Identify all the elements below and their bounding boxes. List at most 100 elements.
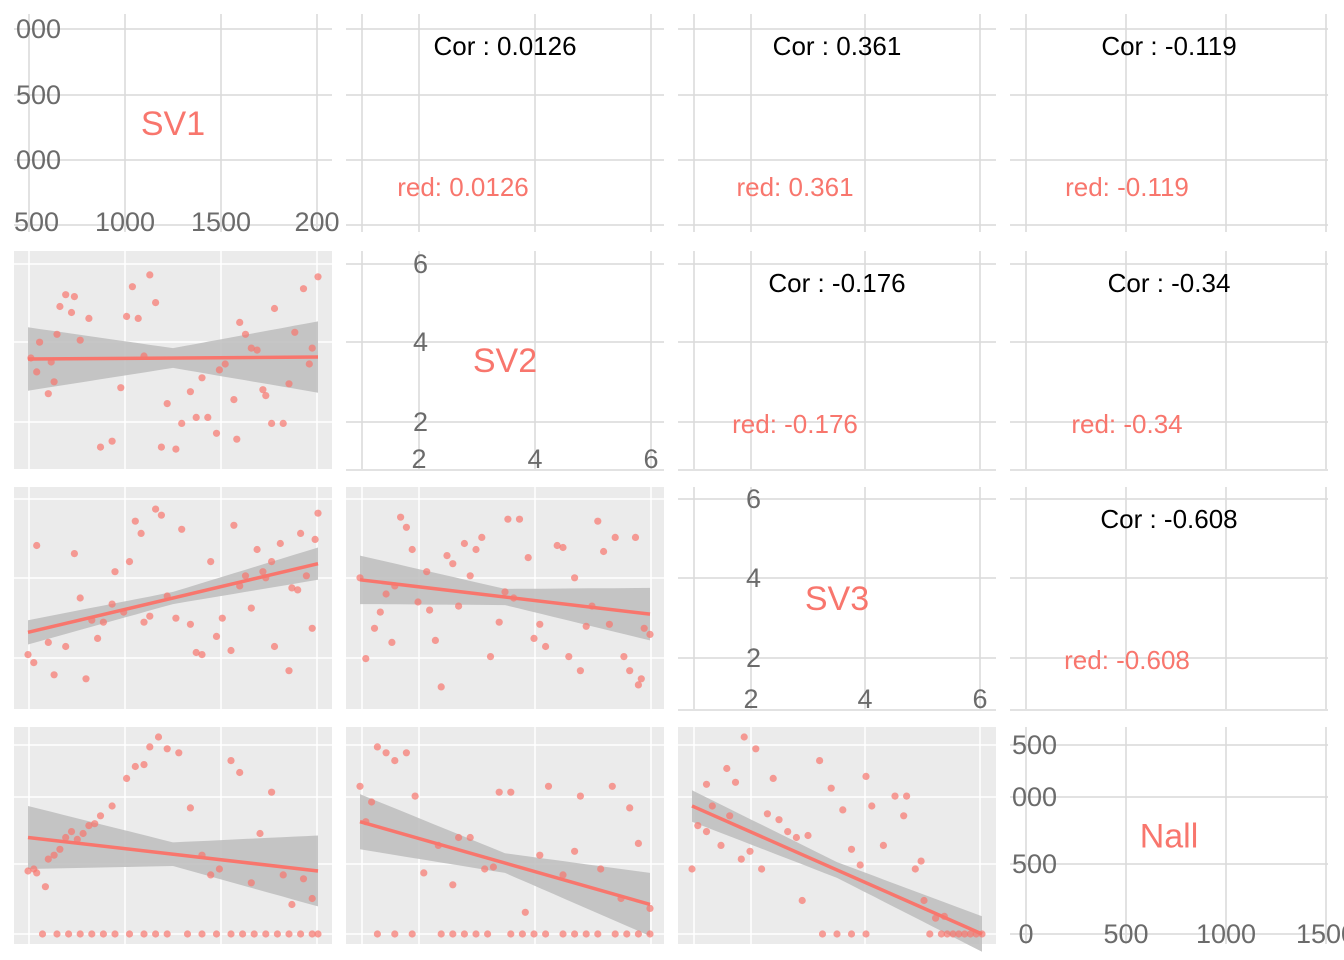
data-point <box>542 642 550 651</box>
data-point <box>437 930 445 938</box>
correlation-label: Cor : -0.34 <box>1108 268 1231 298</box>
data-point <box>175 749 183 757</box>
data-point <box>911 865 919 873</box>
data-point <box>273 930 281 938</box>
data-point <box>408 545 416 554</box>
data-point <box>270 304 279 313</box>
data-point <box>82 675 90 683</box>
data-point <box>227 757 235 765</box>
data-point <box>536 851 544 859</box>
data-point <box>44 390 52 398</box>
y-tick-label: 000 <box>16 14 61 44</box>
data-point <box>108 437 116 445</box>
data-point <box>152 299 160 307</box>
data-point <box>955 930 963 938</box>
data-point <box>530 930 538 938</box>
data-point <box>426 606 434 614</box>
data-point <box>137 529 145 538</box>
data-point <box>646 930 654 938</box>
data-point <box>524 554 532 562</box>
data-point <box>356 782 364 790</box>
data-point <box>178 419 186 427</box>
data-point <box>623 930 631 938</box>
data-point <box>507 788 515 796</box>
data-point <box>314 273 322 281</box>
data-point <box>314 509 322 517</box>
data-point <box>949 930 957 938</box>
data-point <box>597 865 605 873</box>
trend-line-sv3-vs-sv2 <box>359 578 651 616</box>
data-point <box>460 930 468 938</box>
correlation-label: Cor : 0.0126 <box>433 31 576 61</box>
data-point <box>33 869 41 877</box>
data-point <box>600 547 608 556</box>
data-point <box>96 812 105 820</box>
data-point <box>297 930 305 938</box>
data-point <box>111 568 119 576</box>
data-point <box>62 833 70 842</box>
data-point <box>717 841 725 850</box>
data-point <box>620 653 628 661</box>
data-point <box>212 930 221 938</box>
data-point <box>879 841 888 850</box>
data-point <box>431 636 439 645</box>
data-point <box>207 558 215 566</box>
data-point <box>640 624 648 632</box>
data-point <box>411 792 419 800</box>
data-point <box>746 847 754 855</box>
data-point <box>740 733 748 741</box>
data-point <box>856 861 864 869</box>
data-point <box>368 798 376 806</box>
data-point <box>192 648 200 657</box>
y-tick-label: 500 <box>1012 730 1057 760</box>
data-point <box>420 869 428 877</box>
data-point <box>731 778 740 786</box>
data-point <box>594 517 602 525</box>
data-point <box>88 930 96 938</box>
data-point <box>198 651 206 659</box>
data-point <box>198 374 206 382</box>
data-point <box>571 847 579 855</box>
data-point <box>611 930 619 938</box>
data-point <box>608 782 616 790</box>
trend-line-nall-vs-sv3 <box>691 804 983 936</box>
data-point <box>926 930 934 938</box>
x-tick-label: 1500 <box>191 207 251 237</box>
data-point <box>259 386 267 394</box>
data-point <box>449 930 457 938</box>
data-point <box>276 539 284 548</box>
data-point <box>518 930 527 938</box>
y-tick-label: 500 <box>1012 849 1057 879</box>
data-point <box>460 539 468 548</box>
data-point <box>186 620 194 628</box>
data-point <box>134 314 142 322</box>
data-point <box>236 768 244 777</box>
data-point <box>314 930 322 938</box>
data-point <box>544 782 553 790</box>
data-point <box>308 930 316 938</box>
x-tick-label: 6 <box>643 444 658 474</box>
data-point <box>388 638 396 647</box>
trend-line-nall-vs-sv1 <box>27 835 319 873</box>
data-point <box>79 829 87 838</box>
data-point <box>408 930 416 938</box>
x-tick-label: 1000 <box>95 207 155 237</box>
data-point <box>900 812 908 820</box>
data-point <box>41 883 50 891</box>
data-point <box>163 930 171 938</box>
data-point <box>515 515 524 523</box>
data-point <box>247 879 255 887</box>
data-point <box>270 642 279 651</box>
y-tick-label: 2 <box>746 643 761 673</box>
data-point <box>702 828 711 836</box>
data-point <box>218 614 226 622</box>
data-point <box>646 630 654 639</box>
data-point <box>62 642 70 651</box>
data-point <box>94 634 102 643</box>
data-point <box>402 749 410 757</box>
y-tick-label: 000 <box>16 145 61 175</box>
data-point <box>212 429 221 437</box>
data-point <box>466 833 474 842</box>
variable-label-sv1: SV1 <box>141 105 205 143</box>
